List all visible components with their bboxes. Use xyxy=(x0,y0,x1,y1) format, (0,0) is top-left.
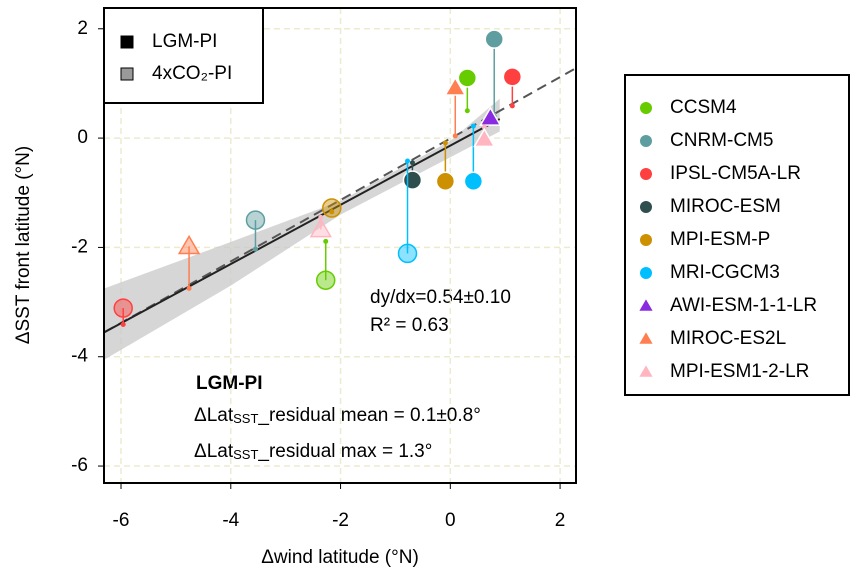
legend-label: CCSM4 xyxy=(670,97,737,118)
marker xyxy=(322,198,342,218)
x-tick-label: -4 xyxy=(222,510,239,531)
y-tick-label: 0 xyxy=(77,127,88,148)
residual-part: _residual mean = 0.1±0.8° xyxy=(257,405,480,426)
marker xyxy=(245,210,266,230)
marker xyxy=(479,106,502,126)
confidence-band xyxy=(104,98,500,360)
marker xyxy=(402,170,423,190)
fit-dot xyxy=(329,209,335,215)
legend-swatch xyxy=(120,67,134,81)
fit-dot xyxy=(186,285,192,291)
slope-text: dy/dx=0.54±0.10 xyxy=(370,287,511,308)
y-tick-label: 2 xyxy=(77,18,88,39)
fit-line xyxy=(104,118,501,334)
series-legend-box xyxy=(624,74,850,396)
fit-dot xyxy=(464,108,470,114)
fit-dot xyxy=(405,158,411,164)
fit-dot xyxy=(509,103,515,109)
legend-marker xyxy=(640,168,652,180)
marker xyxy=(315,270,336,290)
marker xyxy=(113,298,133,318)
dashed-line xyxy=(104,67,577,334)
legend-marker xyxy=(640,102,652,114)
y-tick-label: -4 xyxy=(71,346,88,367)
box-title: LGM-PI xyxy=(196,373,263,394)
legend-label: MIROC-ESM xyxy=(670,196,781,217)
residual-text: ΔLatSST_residual mean = 0.1±0.8° xyxy=(194,405,481,426)
residual-part: SST xyxy=(233,447,258,462)
legend-label: MRI-CGCM3 xyxy=(670,262,780,283)
residual-part: _residual max = 1.3° xyxy=(257,441,432,462)
residual-text: ΔLatSST_residual max = 1.3° xyxy=(194,441,432,462)
fit-dot xyxy=(470,123,476,129)
legend-label: MPI-ESM-P xyxy=(670,229,770,250)
fit-dot xyxy=(481,124,487,130)
legend-marker xyxy=(640,135,652,147)
marker xyxy=(435,171,456,192)
marker xyxy=(177,234,201,255)
group-legend-box xyxy=(103,7,264,104)
residual-part: ΔLat xyxy=(194,405,234,426)
fit-dot xyxy=(442,140,448,146)
legend-label: IPSL-CM5A-LR xyxy=(670,163,801,184)
legend-marker xyxy=(639,332,653,344)
legend-label: CNRM-CM5 xyxy=(670,130,773,151)
marker xyxy=(463,171,484,192)
legend-label: LGM-PI xyxy=(152,31,217,52)
y-tick-label: -2 xyxy=(71,236,88,257)
fit-dot xyxy=(120,321,126,327)
legend-label: MPI-ESM1-2-LR xyxy=(670,361,809,382)
x-tick-label: 0 xyxy=(445,510,456,531)
legend-label: 4xCO₂-PI xyxy=(152,63,232,84)
x-tick-label: 2 xyxy=(555,510,566,531)
legend-label: AWI-ESM-1-1-LR xyxy=(670,295,817,316)
fit-dot xyxy=(252,246,258,252)
r2-text: R² = 0.63 xyxy=(370,315,449,336)
marker xyxy=(473,127,496,148)
legend-marker xyxy=(640,267,652,279)
x-tick-label: -2 xyxy=(332,510,349,531)
legend-marker xyxy=(639,299,653,311)
residual-part: ΔLat xyxy=(194,441,234,462)
fit-dot xyxy=(318,214,324,220)
legend-marker xyxy=(640,234,652,246)
plot-frame xyxy=(103,7,577,484)
residual-part: SST xyxy=(233,411,258,426)
marker xyxy=(309,217,332,238)
fit-dot xyxy=(409,160,415,166)
fit-dot xyxy=(323,238,329,244)
legend-label: MIROC-ES2L xyxy=(670,328,786,349)
legend-marker xyxy=(640,201,652,213)
x-axis-title: Δwind latitude (°N) xyxy=(261,547,419,568)
marker xyxy=(444,76,467,96)
fit-dot xyxy=(452,133,458,139)
marker xyxy=(502,67,523,87)
marker xyxy=(397,243,418,264)
legend-swatch xyxy=(120,35,134,49)
y-tick-label: -6 xyxy=(71,455,88,476)
legend-marker xyxy=(639,365,653,377)
marker xyxy=(457,68,478,88)
y-axis-title: ΔSST front latitude (°N) xyxy=(13,146,34,344)
x-tick-label: -6 xyxy=(113,510,130,531)
marker xyxy=(484,29,504,49)
